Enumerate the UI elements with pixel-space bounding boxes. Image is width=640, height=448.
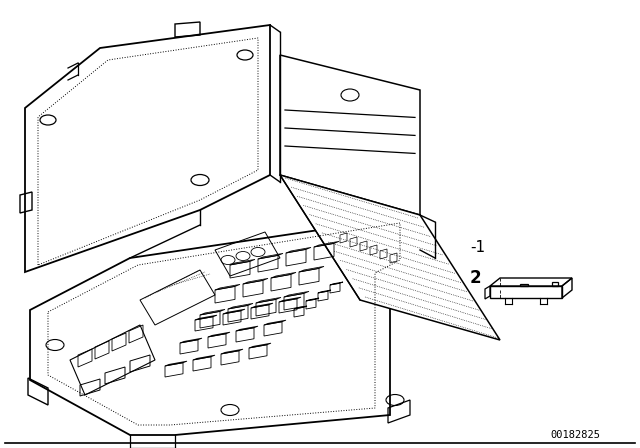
Text: 00182825: 00182825 [550,430,600,440]
Text: 2: 2 [470,269,482,287]
Polygon shape [30,215,420,435]
Text: -1: -1 [470,241,485,255]
Polygon shape [280,175,500,340]
Polygon shape [70,325,155,395]
Polygon shape [25,25,270,272]
Polygon shape [280,55,420,215]
